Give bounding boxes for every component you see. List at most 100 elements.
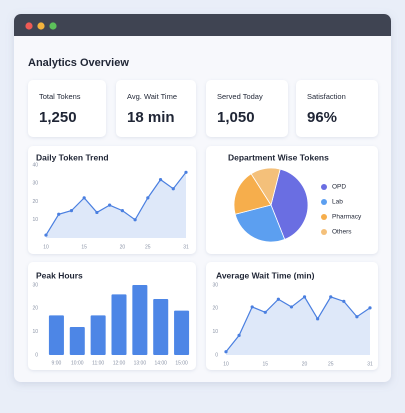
point: [289, 305, 294, 309]
point: [329, 295, 333, 299]
y-tick-label: 0: [215, 352, 218, 358]
point: [250, 305, 254, 309]
point: [302, 295, 307, 299]
point: [237, 333, 241, 337]
x-tick-label: 10: [43, 244, 49, 250]
x-tick-label: 25: [328, 361, 334, 367]
point: [276, 297, 280, 301]
point: [184, 170, 188, 174]
x-tick-label: 9:00: [52, 360, 62, 366]
point: [355, 315, 359, 319]
point: [57, 212, 61, 216]
card: [116, 80, 196, 137]
y-tick-label: 30: [212, 282, 218, 288]
point: [342, 299, 346, 303]
kpi-value: 96%: [307, 109, 337, 126]
x-tick-label: 31: [183, 244, 189, 250]
point: [263, 310, 267, 314]
y-tick-label: 40: [32, 162, 38, 168]
y-tick-label: 30: [32, 181, 38, 187]
close-dot[interactable]: [25, 22, 33, 30]
bar: [174, 310, 190, 355]
x-tick-label: 15: [262, 361, 268, 367]
area: [46, 172, 186, 238]
x-tick-label: 10: [223, 361, 229, 367]
y-tick-label: 10: [32, 329, 38, 335]
x-tick-label: 25: [145, 244, 151, 250]
legend-swatch: [321, 199, 327, 205]
y-tick-label: 20: [32, 306, 38, 312]
card: [28, 80, 106, 137]
max-dot[interactable]: [49, 22, 57, 30]
y-tick-label: 10: [212, 329, 218, 335]
card: [28, 146, 196, 254]
point: [82, 196, 86, 200]
legend-swatch: [321, 229, 327, 235]
bar: [90, 315, 106, 355]
line: [45, 171, 187, 236]
kpi-label: Avg. Wait Time: [127, 92, 177, 101]
card: [206, 262, 378, 370]
bar: [111, 294, 127, 355]
x-tick-label: 15:00: [175, 360, 188, 366]
chart-title: Peak Hours: [36, 270, 83, 280]
legend-label: Lab: [332, 199, 343, 206]
card: [296, 80, 378, 137]
point: [316, 317, 320, 321]
bar: [153, 299, 169, 355]
point: [44, 233, 48, 237]
point: [133, 218, 137, 222]
kpi-label: Total Tokens: [39, 92, 81, 101]
point: [224, 350, 228, 354]
pie-slice: [270, 168, 309, 240]
title-bar: [14, 14, 391, 36]
x-tick-label: 31: [367, 361, 373, 367]
pie-slice: [250, 167, 281, 206]
legend-swatch: [321, 214, 327, 220]
x-tick-label: 11:00: [92, 360, 104, 366]
point: [69, 209, 74, 213]
point: [158, 178, 163, 182]
x-tick-label: 20: [302, 361, 308, 367]
x-tick-label: 20: [120, 244, 126, 250]
x-tick-label: 15: [81, 244, 87, 250]
legend-label: Pharmacy: [332, 214, 362, 221]
kpi-value: 1,250: [39, 109, 77, 126]
point: [171, 187, 175, 191]
x-tick-label: 10:00: [71, 360, 84, 366]
y-tick-label: 30: [32, 282, 38, 288]
line: [225, 296, 371, 353]
kpi-label: Served Today: [217, 92, 263, 101]
point: [146, 196, 150, 200]
y-tick-label: 20: [32, 199, 38, 205]
point: [368, 306, 372, 310]
kpi-label: Satisfaction: [307, 92, 346, 101]
point: [120, 209, 124, 213]
y-tick-label: 0: [35, 352, 38, 358]
x-tick-label: 12:00: [113, 360, 126, 366]
legend-label: Others: [332, 229, 352, 236]
y-tick-label: 20: [212, 306, 218, 312]
min-dot[interactable]: [37, 22, 45, 30]
point: [95, 210, 99, 215]
chart-title: Daily Token Trend: [36, 152, 109, 162]
chart-title: Average Wait Time (min): [216, 270, 315, 280]
y-tick-label: 10: [32, 217, 38, 223]
kpi-value: 18 min: [127, 109, 175, 126]
page-title: Analytics Overview: [28, 57, 129, 69]
point: [108, 203, 112, 207]
bar: [69, 327, 85, 355]
kpi-value: 1,050: [217, 109, 255, 126]
chart-title: Department Wise Tokens: [228, 152, 329, 162]
legend-swatch: [321, 184, 327, 190]
bar: [132, 285, 148, 355]
bar: [48, 315, 64, 355]
pie-slice: [234, 204, 286, 243]
x-tick-label: 13:00: [134, 360, 147, 366]
pie-slice: [233, 173, 272, 215]
card: [206, 80, 288, 137]
legend-label: OPD: [332, 184, 346, 191]
x-tick-label: 14:00: [154, 360, 167, 366]
